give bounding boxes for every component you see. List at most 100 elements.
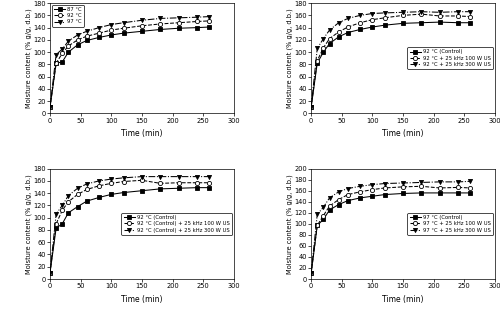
87 °C	[139, 29, 145, 33]
97 °C + 25 kHz 100 W US	[336, 198, 342, 202]
97 °C + 25 kHz 300 W US	[455, 180, 461, 184]
97 °C + 25 kHz 300 W US	[357, 184, 363, 188]
97 °C	[60, 47, 66, 51]
92 °C (Control) + 25 kHz 100 W US	[206, 181, 212, 184]
97 °C + 25 kHz 100 W US	[382, 186, 388, 190]
92 °C	[176, 21, 182, 24]
92 °C (Control)	[53, 226, 59, 230]
97 °C (Control)	[400, 192, 406, 195]
92 °C (Control)	[400, 21, 406, 25]
Legend: 92 °C (Control), 92 °C + 25 kHz 100 W US, 92 °C + 25 kHz 300 W US: 92 °C (Control), 92 °C + 25 kHz 100 W US…	[408, 47, 494, 69]
92 °C (Control) + 25 kHz 100 W US	[84, 188, 90, 191]
92 °C + 25 kHz 300 W US	[455, 10, 461, 14]
92 °C (Control)	[314, 61, 320, 65]
92 °C + 25 kHz 100 W US	[400, 14, 406, 17]
92 °C (Control) + 25 kHz 100 W US	[74, 193, 80, 196]
92 °C	[194, 20, 200, 23]
97 °C (Control)	[370, 194, 376, 198]
97 °C (Control)	[357, 196, 363, 200]
97 °C (Control)	[468, 191, 473, 195]
92 °C + 25 kHz 300 W US	[345, 16, 351, 20]
87 °C	[176, 26, 182, 30]
92 °C (Control) + 25 kHz 300 W US	[84, 182, 90, 186]
97 °C + 25 kHz 100 W US	[437, 186, 443, 190]
92 °C + 25 kHz 300 W US	[382, 11, 388, 15]
97 °C (Control)	[308, 272, 314, 275]
92 °C (Control)	[418, 21, 424, 24]
92 °C (Control) + 25 kHz 100 W US	[47, 271, 53, 275]
92 °C (Control) + 25 kHz 100 W US	[53, 222, 59, 226]
87 °C	[66, 50, 71, 54]
87 °C	[47, 105, 53, 109]
92 °C (Control)	[60, 222, 66, 226]
92 °C	[47, 105, 53, 109]
97 °C + 25 kHz 300 W US	[370, 183, 376, 187]
92 °C	[120, 26, 126, 30]
97 °C + 25 kHz 100 W US	[320, 214, 326, 217]
97 °C + 25 kHz 300 W US	[418, 180, 424, 184]
92 °C (Control) + 25 kHz 300 W US	[47, 271, 53, 275]
92 °C (Control)	[158, 187, 164, 191]
92 °C (Control)	[468, 21, 473, 24]
92 °C (Control) + 25 kHz 100 W US	[96, 184, 102, 188]
87 °C	[158, 28, 164, 31]
X-axis label: Time (min): Time (min)	[121, 129, 162, 138]
87 °C	[120, 31, 126, 35]
Line: 92 °C: 92 °C	[48, 19, 211, 109]
92 °C + 25 kHz 300 W US	[437, 11, 443, 14]
Legend: 87 °C, 92 °C, 97 °C: 87 °C, 92 °C, 97 °C	[52, 5, 84, 27]
92 °C	[158, 22, 164, 26]
Line: 92 °C (Control): 92 °C (Control)	[48, 186, 211, 275]
97 °C + 25 kHz 300 W US	[336, 190, 342, 194]
92 °C (Control) + 25 kHz 300 W US	[74, 186, 80, 190]
Line: 97 °C + 25 kHz 300 W US: 97 °C + 25 kHz 300 W US	[309, 179, 472, 276]
92 °C (Control) + 25 kHz 300 W US	[108, 177, 114, 181]
97 °C	[120, 21, 126, 24]
87 °C	[96, 36, 102, 39]
97 °C (Control)	[345, 199, 351, 202]
92 °C + 25 kHz 100 W US	[418, 12, 424, 16]
92 °C + 25 kHz 300 W US	[320, 37, 326, 41]
92 °C (Control) + 25 kHz 300 W US	[60, 204, 66, 207]
92 °C	[66, 44, 71, 48]
92 °C (Control)	[74, 205, 80, 209]
97 °C + 25 kHz 300 W US	[320, 206, 326, 209]
Legend: 97 °C (Control), 97 °C + 25 kHz 100 W US, 97 °C + 25 kHz 300 W US: 97 °C (Control), 97 °C + 25 kHz 100 W US…	[408, 213, 494, 235]
97 °C	[47, 105, 53, 109]
97 °C	[66, 39, 71, 43]
97 °C + 25 kHz 100 W US	[357, 190, 363, 194]
97 °C + 25 kHz 300 W US	[326, 196, 332, 200]
97 °C	[96, 26, 102, 29]
92 °C (Control) + 25 kHz 100 W US	[120, 180, 126, 184]
Line: 97 °C (Control): 97 °C (Control)	[309, 191, 472, 276]
92 °C (Control)	[455, 21, 461, 24]
92 °C (Control)	[176, 186, 182, 190]
92 °C (Control) + 25 kHz 100 W US	[194, 181, 200, 184]
92 °C + 25 kHz 300 W US	[336, 21, 342, 24]
92 °C (Control)	[96, 196, 102, 199]
92 °C (Control) + 25 kHz 100 W US	[158, 181, 164, 185]
97 °C + 25 kHz 300 W US	[314, 213, 320, 216]
97 °C (Control)	[437, 191, 443, 195]
Line: 92 °C + 25 kHz 300 W US: 92 °C + 25 kHz 300 W US	[309, 10, 472, 109]
97 °C	[53, 53, 59, 56]
92 °C (Control) + 25 kHz 300 W US	[53, 212, 59, 216]
97 °C + 25 kHz 100 W US	[308, 272, 314, 275]
92 °C	[108, 28, 114, 32]
92 °C (Control)	[47, 271, 53, 275]
92 °C	[139, 24, 145, 28]
97 °C + 25 kHz 300 W US	[382, 182, 388, 185]
92 °C (Control)	[206, 186, 212, 189]
92 °C (Control) + 25 kHz 300 W US	[96, 179, 102, 183]
97 °C	[158, 16, 164, 20]
92 °C (Control) + 25 kHz 100 W US	[60, 208, 66, 212]
92 °C (Control) + 25 kHz 300 W US	[194, 175, 200, 179]
92 °C (Control)	[345, 31, 351, 34]
97 °C + 25 kHz 100 W US	[400, 185, 406, 189]
92 °C + 25 kHz 100 W US	[308, 105, 314, 109]
92 °C (Control) + 25 kHz 300 W US	[66, 194, 71, 197]
92 °C (Control)	[120, 191, 126, 194]
97 °C + 25 kHz 300 W US	[308, 272, 314, 275]
Line: 92 °C + 25 kHz 100 W US: 92 °C + 25 kHz 100 W US	[309, 12, 472, 109]
97 °C (Control)	[326, 208, 332, 212]
